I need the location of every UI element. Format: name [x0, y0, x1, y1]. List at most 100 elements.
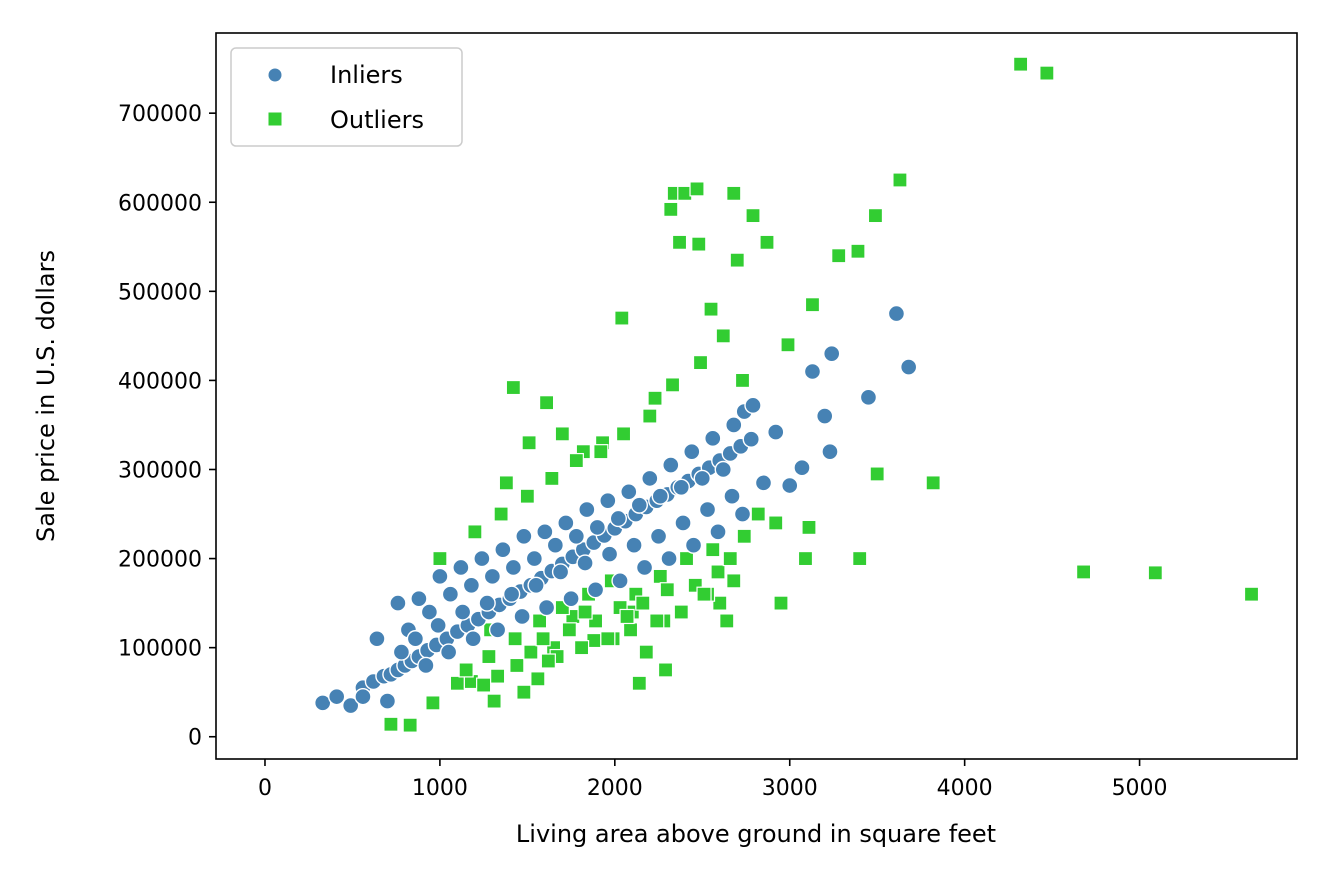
inlier-point: [502, 585, 521, 603]
outlier-point: [663, 201, 679, 217]
outlier-point: [509, 657, 525, 674]
outlier-point: [498, 475, 514, 491]
inlier-point: [567, 527, 586, 546]
outlier-point: [673, 604, 689, 620]
inlier-point: [431, 567, 449, 586]
outlier-point: [1243, 586, 1260, 602]
outlier-point: [719, 613, 735, 629]
inlier-point: [562, 589, 580, 608]
inlier-point: [887, 304, 906, 323]
inlier-point: [488, 621, 507, 639]
outlier-point: [734, 372, 751, 389]
outlier-point: [505, 379, 521, 396]
outlier-point: [715, 328, 731, 344]
y-tick-label: 0: [188, 726, 202, 751]
inlier-point: [515, 527, 533, 546]
outlier-point: [657, 662, 674, 678]
y-tick-label: 500000: [118, 280, 202, 305]
outlier-point: [458, 662, 474, 678]
outlier-point: [425, 695, 441, 711]
outlier-point: [689, 181, 705, 197]
plot-frame: [215, 32, 1298, 760]
inlier-point: [672, 478, 690, 497]
inlier-point: [410, 589, 428, 608]
outlier-point: [867, 208, 884, 224]
x-tick-label: 2000: [587, 776, 643, 801]
inlier-point: [483, 567, 502, 586]
outlier-point: [540, 653, 556, 669]
outlier-point: [631, 675, 647, 691]
outlier-point: [402, 717, 418, 733]
inlier-point: [660, 549, 678, 568]
inlier-point: [630, 496, 649, 514]
y-tick-label: 400000: [118, 369, 202, 394]
y-tick-label: 600000: [118, 191, 202, 216]
inlier-point: [464, 630, 482, 648]
outlier-point: [622, 622, 639, 638]
outlier-point: [490, 668, 506, 684]
outlier-point: [544, 470, 560, 486]
outlier-point: [664, 377, 681, 393]
inlier-point: [392, 643, 411, 661]
outlier-point: [561, 622, 577, 638]
outlier-point: [652, 568, 668, 584]
inlier-point: [368, 630, 386, 648]
outlier-point: [467, 524, 483, 540]
outlier-point: [519, 488, 535, 504]
outlier-point: [593, 444, 609, 460]
inlier-point: [546, 536, 565, 554]
inlier-point: [733, 505, 752, 523]
legend-inliers-label: Inliers: [330, 61, 403, 89]
y-tick-label: 200000: [118, 548, 202, 573]
points-layer: [314, 56, 1260, 733]
inlier-point: [588, 518, 607, 537]
inlier-point: [557, 514, 575, 532]
inlier-point: [586, 581, 605, 599]
inlier-point: [744, 396, 762, 415]
inlier-point: [625, 536, 643, 554]
x-tick-label: 1000: [412, 776, 468, 801]
outlier-point: [726, 185, 742, 201]
outlier-point: [691, 236, 707, 252]
outlier-point: [780, 337, 796, 353]
x-tick-label: 5000: [1112, 776, 1168, 801]
inlier-point: [662, 456, 680, 474]
inlier-point: [578, 500, 596, 519]
inlier-point: [899, 358, 918, 376]
inlier-point: [420, 603, 439, 621]
inlier-point: [513, 607, 531, 626]
inlier-point: [527, 576, 545, 594]
inlier-point: [704, 429, 722, 448]
inlier-point: [429, 616, 447, 635]
outlier-point: [568, 452, 584, 469]
inlier-point: [684, 536, 703, 554]
outlier-point: [773, 595, 789, 611]
inlier-point: [406, 630, 425, 648]
inlier-point: [537, 598, 556, 617]
outlier-point: [523, 644, 539, 660]
outlier-point: [869, 466, 885, 482]
outlier-point: [722, 550, 738, 567]
outlier-point: [729, 252, 745, 268]
inlier-point: [693, 469, 711, 488]
inlier-point: [327, 687, 346, 706]
inlier-point: [494, 540, 512, 559]
outlier-point: [614, 310, 630, 326]
inlier-point: [683, 442, 701, 461]
inlier-point: [674, 514, 692, 532]
outlier-point: [481, 648, 497, 665]
outlier-point: [831, 248, 847, 264]
inlier-point: [378, 692, 397, 710]
outlier-point: [892, 172, 908, 188]
outlier-point: [745, 208, 761, 224]
outlier-point: [507, 631, 523, 647]
inlier-point: [781, 476, 799, 495]
outlier-point: [726, 573, 742, 589]
inlier-point: [803, 362, 822, 381]
outlier-point: [712, 595, 728, 611]
inlier-point: [611, 572, 629, 590]
outlier-point: [635, 595, 651, 611]
inlier-point: [859, 388, 878, 407]
